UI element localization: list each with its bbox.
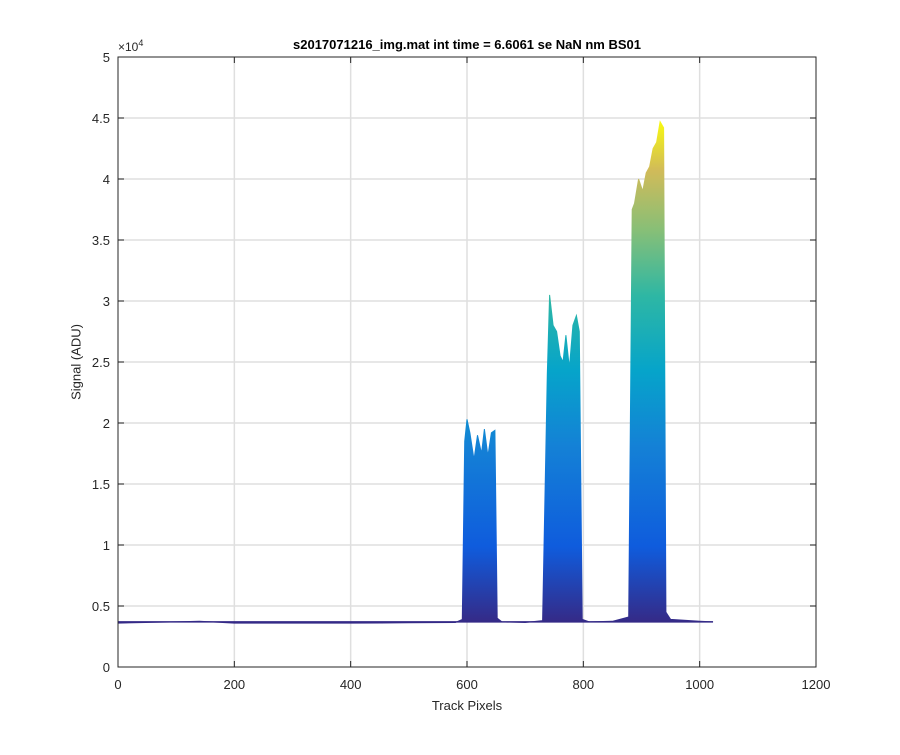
y-tick-label: 1.5 xyxy=(92,477,110,492)
x-tick-label: 1200 xyxy=(802,677,831,692)
y-tick-label: 1 xyxy=(103,538,110,553)
y-axis-label: Signal (ADU) xyxy=(68,324,84,400)
signal-line xyxy=(117,120,714,624)
y-tick-label: 0.5 xyxy=(92,599,110,614)
x-tick-label: 200 xyxy=(223,677,245,692)
x-tick-label: 800 xyxy=(572,677,594,692)
y-tick-label: 4 xyxy=(103,172,110,187)
x-axis-label: Track Pixels xyxy=(431,698,503,713)
exponent-base: ×10 xyxy=(118,40,139,54)
x-tick-labels: 0 200 400 600 800 1000 1200 xyxy=(114,677,830,692)
x-tick-label: 600 xyxy=(456,677,478,692)
y-tick-label: 3 xyxy=(103,294,110,309)
y-axis-exponent: ×104 xyxy=(118,38,143,54)
y-tick-label: 2.5 xyxy=(92,355,110,370)
chart-title: s2017071216_img.mat int time = 6.6061 se… xyxy=(293,37,641,52)
y-tick-label: 2 xyxy=(103,416,110,431)
x-tick-label: 400 xyxy=(340,677,362,692)
series-layer xyxy=(117,120,714,624)
y-tick-labels: 0 0.5 1 1.5 2 2.5 3 3.5 4 4.5 5 xyxy=(92,50,110,675)
y-tick-label: 4.5 xyxy=(92,111,110,126)
grid-lines xyxy=(118,57,816,667)
tick-marks xyxy=(117,56,817,668)
y-tick-label: 5 xyxy=(103,50,110,65)
y-tick-label: 0 xyxy=(103,660,110,675)
y-tick-label: 3.5 xyxy=(92,233,110,248)
x-tick-label: 0 xyxy=(114,677,121,692)
x-tick-label: 1000 xyxy=(685,677,714,692)
exponent-power: 4 xyxy=(138,38,144,48)
signal-area xyxy=(118,121,714,624)
